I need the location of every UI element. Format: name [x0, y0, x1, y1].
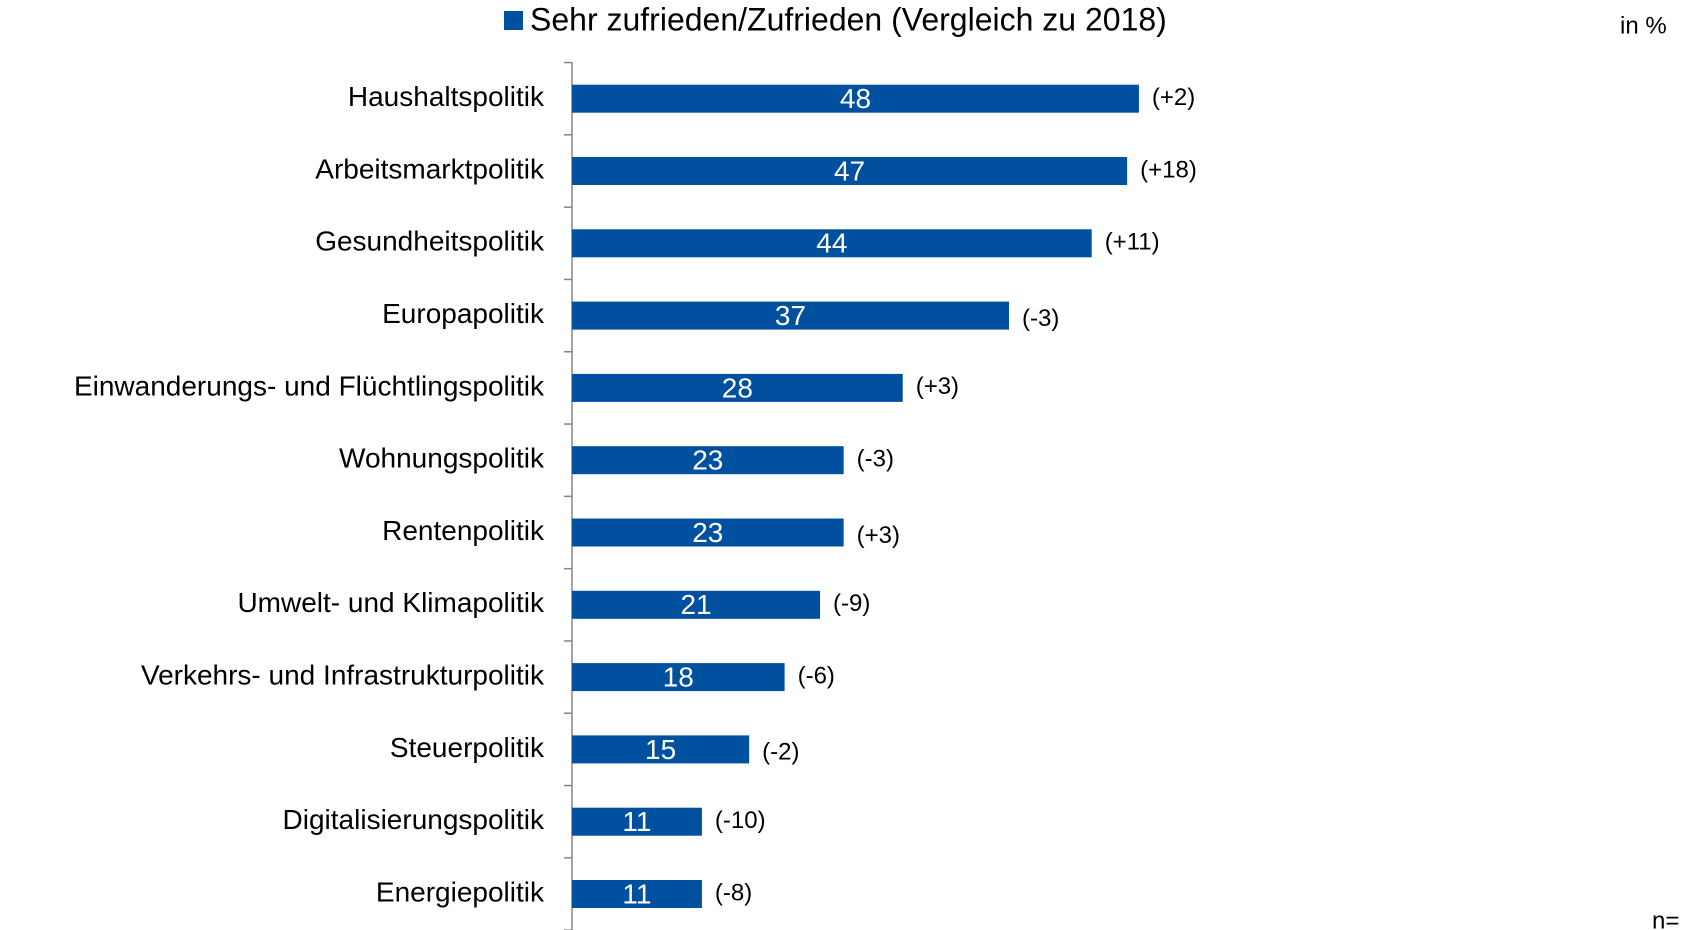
annotation: (-3)	[857, 446, 894, 473]
category-label: Wohnungspolitik	[339, 443, 545, 474]
annotation: (+3)	[857, 522, 900, 549]
annotation: (+18)	[1140, 156, 1197, 183]
bar	[572, 84, 1139, 113]
annotation: (-10)	[715, 807, 766, 834]
category-label: Gesundheitspolitik	[315, 226, 545, 257]
value-label: 23	[692, 517, 723, 548]
category-label: Einwanderungs- und Flüchtlingspolitik	[74, 370, 545, 401]
annotation: (-8)	[715, 879, 752, 906]
value-label: 11	[622, 878, 651, 909]
bar	[572, 663, 785, 692]
category-label: Energiepolitik	[376, 876, 545, 907]
category-label: Umwelt- und Klimapolitik	[237, 587, 545, 618]
annotation: (-6)	[798, 662, 835, 689]
value-label: 47	[834, 155, 865, 186]
bar	[572, 735, 750, 764]
bar	[572, 446, 844, 475]
value-label: 11	[622, 806, 651, 837]
annotation: (-9)	[833, 590, 870, 617]
value-label: 23	[692, 445, 723, 476]
bar	[572, 518, 844, 547]
bar	[572, 373, 903, 402]
annotation: (+11)	[1105, 229, 1160, 256]
category-label: Verkehrs- und Infrastrukturpolitik	[141, 659, 545, 690]
value-label: 18	[663, 661, 694, 692]
footnote: n=	[1652, 907, 1679, 930]
annotation: (-3)	[1022, 305, 1059, 332]
bar	[572, 301, 1010, 330]
value-label: 37	[775, 300, 806, 331]
annotation: (-2)	[762, 739, 799, 766]
legend-swatch	[504, 11, 523, 30]
bar	[572, 807, 702, 836]
category-label: Arbeitsmarktpolitik	[315, 153, 545, 184]
bar	[572, 880, 702, 908]
value-label: 44	[816, 228, 847, 259]
category-label: Digitalisierungspolitik	[283, 804, 545, 835]
category-label: Europapolitik	[382, 298, 545, 329]
category-label: Steuerpolitik	[390, 732, 545, 763]
category-label: Haushaltspolitik	[348, 81, 545, 112]
annotation: (+3)	[916, 373, 959, 400]
annotation: (+2)	[1152, 84, 1195, 111]
value-label: 21	[680, 589, 711, 620]
value-label: 48	[840, 83, 871, 114]
value-label: 28	[722, 372, 753, 403]
legend-label: Sehr zufrieden/Zufrieden (Vergleich zu 2…	[530, 1, 1167, 37]
bar	[572, 229, 1092, 258]
unit-note: in %	[1620, 12, 1667, 39]
bar	[572, 157, 1128, 185]
bar	[572, 590, 821, 619]
value-label: 15	[645, 734, 676, 765]
category-label: Rentenpolitik	[382, 515, 545, 546]
